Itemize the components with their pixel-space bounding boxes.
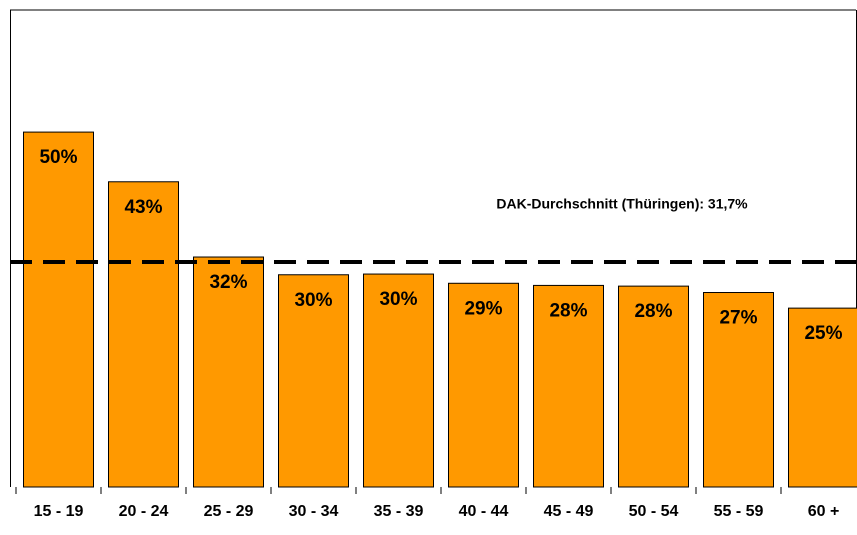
value-label: 50% (39, 147, 77, 168)
value-label: 28% (549, 300, 587, 321)
bar (278, 274, 349, 488)
bar (23, 131, 94, 488)
x-tick-label: 55 - 59 (714, 503, 764, 520)
x-tick-label: 45 - 49 (544, 503, 594, 520)
bar (448, 282, 519, 488)
bar (788, 307, 857, 488)
bar (533, 284, 604, 488)
x-tick-label: 20 - 24 (119, 503, 169, 520)
value-label: 29% (464, 298, 502, 319)
bar (618, 285, 689, 488)
value-label: 32% (209, 272, 247, 293)
bar (108, 181, 179, 488)
bar (193, 256, 264, 488)
value-label: 27% (719, 308, 757, 329)
x-tick-label: 50 - 54 (629, 503, 679, 520)
x-tick-label: 40 - 44 (459, 503, 509, 520)
x-tick-label: 60 + (808, 503, 840, 520)
value-label: 43% (124, 197, 162, 218)
x-tick-label: 15 - 19 (34, 503, 84, 520)
x-tick-label: 30 - 34 (289, 503, 339, 520)
value-label: 30% (379, 289, 417, 310)
value-label: 30% (294, 290, 332, 311)
reference-label: DAK-Durchschnitt (Thüringen): 31,7% (496, 196, 748, 212)
bar (703, 292, 774, 488)
x-tick-label: 35 - 39 (374, 503, 424, 520)
bar (363, 273, 434, 488)
x-tick-label: 25 - 29 (204, 503, 254, 520)
value-label: 28% (634, 301, 672, 322)
value-label: 25% (804, 323, 842, 344)
